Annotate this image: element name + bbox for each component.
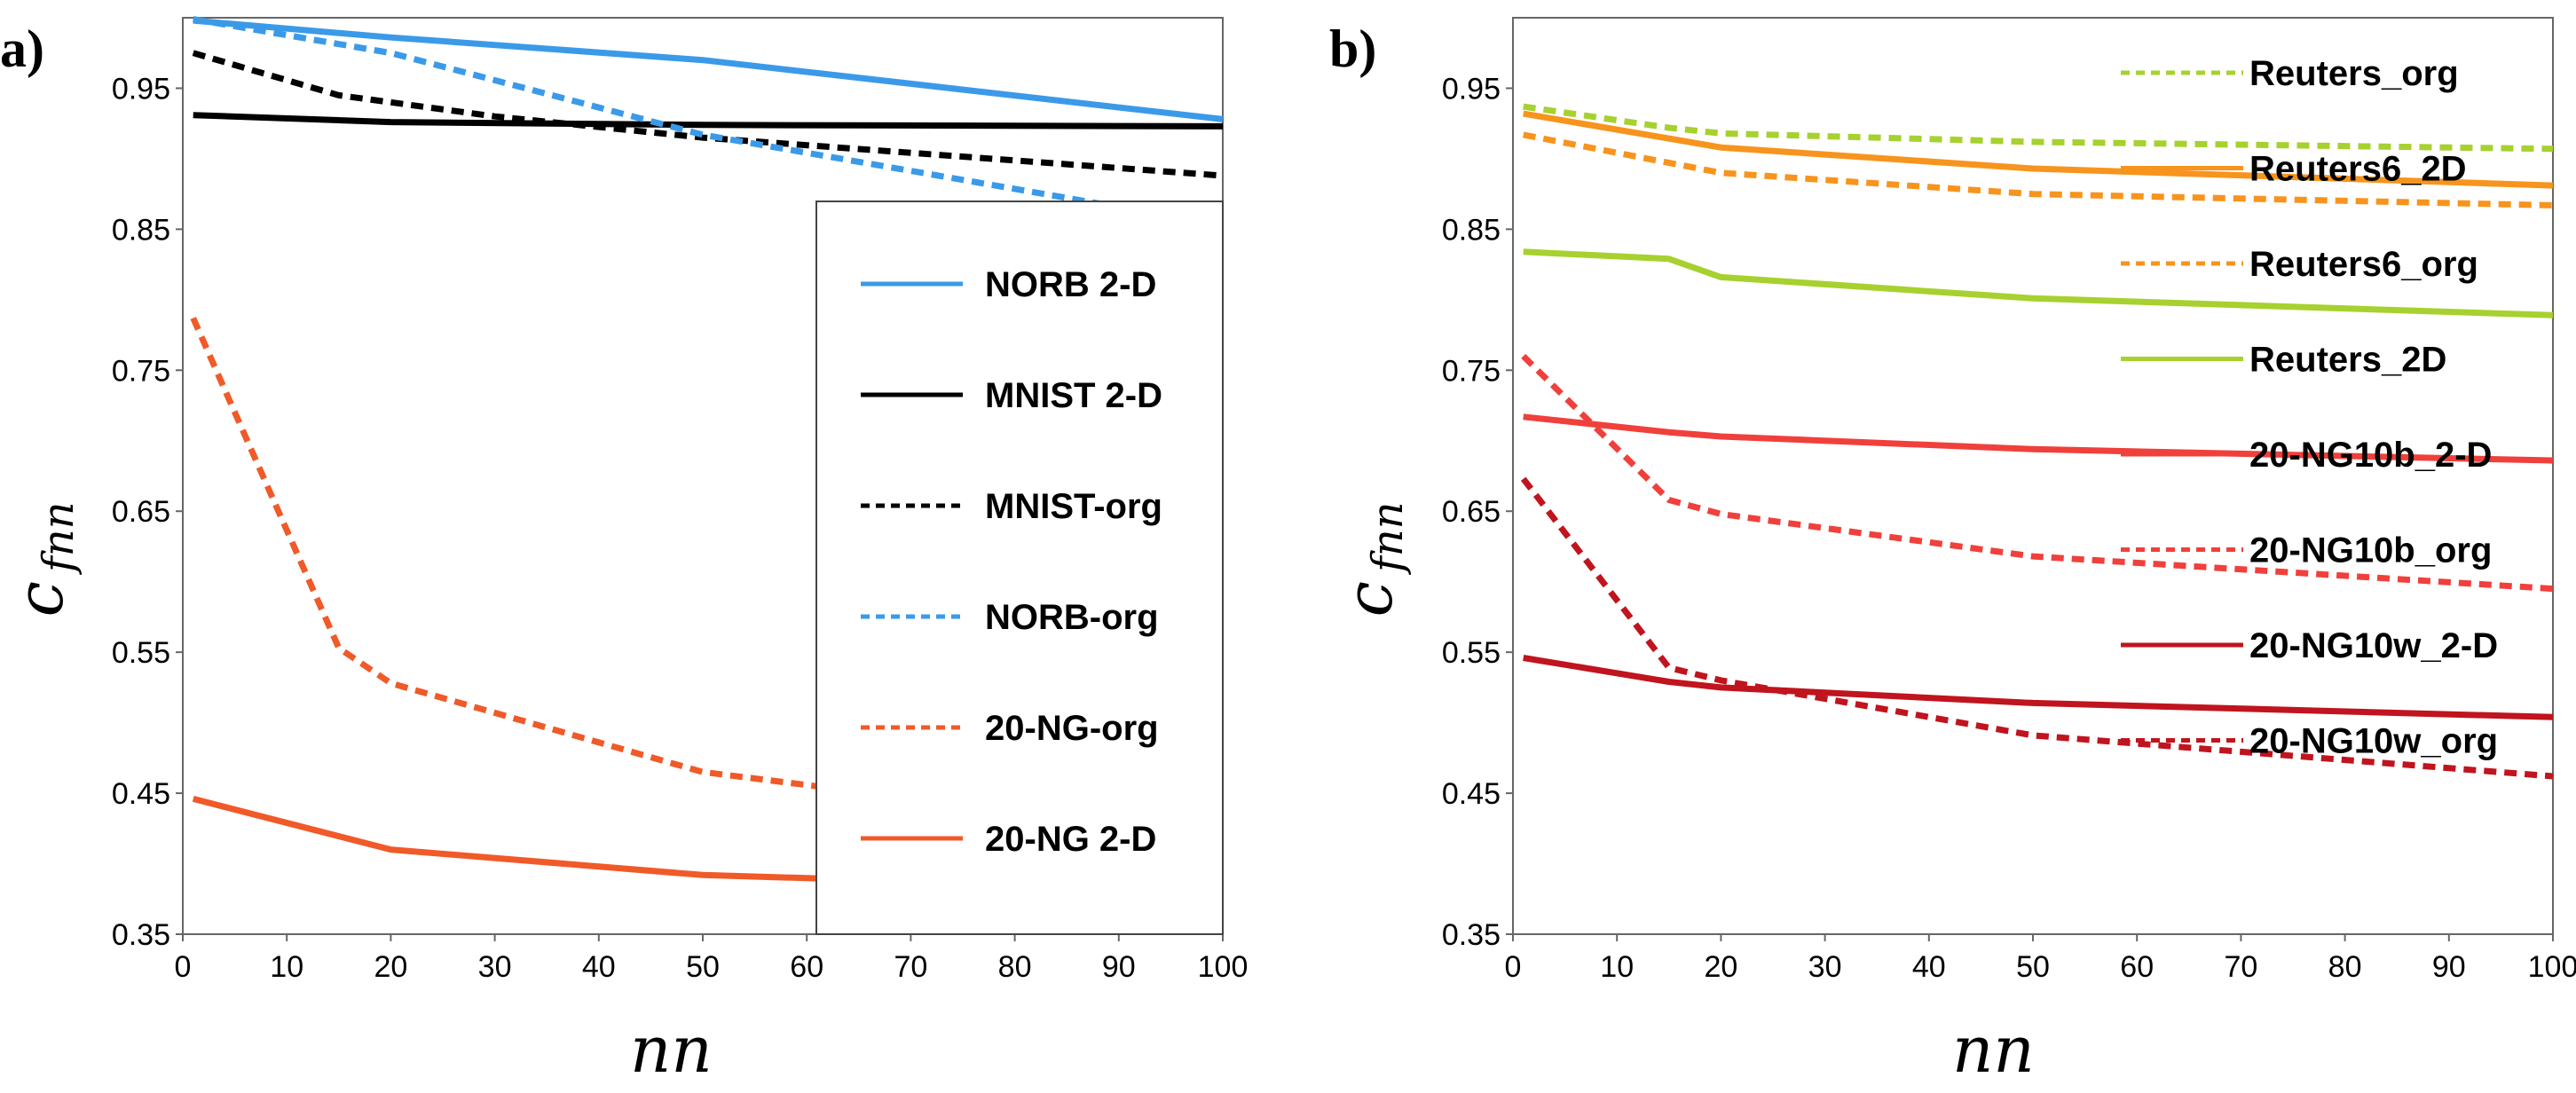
x-tick-label: 0: [1505, 950, 1522, 984]
y-tick-label: 0.85: [1442, 213, 1501, 247]
panel-a-y-axis-label-main: c: [3, 581, 77, 617]
y-tick-label: 0.75: [112, 354, 170, 388]
legend-entry-label: 20-NG10w_org: [2249, 722, 2498, 761]
panel-b-label: b): [1329, 20, 1376, 78]
x-tick-label: 60: [2120, 950, 2154, 984]
legend-entry-label: Reuters_org: [2249, 54, 2459, 93]
series-line-norb-2-d: [193, 17, 1224, 122]
y-tick-label: 0.95: [1442, 72, 1501, 106]
y-tick-label: 0.55: [1442, 636, 1501, 670]
x-tick-label: 90: [2432, 950, 2466, 984]
y-tick-label: 0.45: [112, 777, 170, 811]
panel-b-x-ticks: 0 10 20 30 40 50 60 70 80 90 100: [1505, 934, 2576, 984]
panel-b: b) 0.35 0.45 0.55 0.65 0.75 0.85 0.95 0 10 20 30 4…: [1329, 17, 2576, 1087]
panel-a-x-ticks: 0 10 20 30 40 50 60 70 80 90 100: [175, 934, 1249, 984]
x-tick-label: 50: [2016, 950, 2050, 984]
y-tick-label: 0.35: [112, 918, 170, 952]
series-line-reuters-org: [1523, 103, 2554, 153]
x-tick-label: 30: [1808, 950, 1842, 984]
x-tick-label: 40: [1912, 950, 1946, 984]
legend-entry-label: 20-NG10w_2-D: [2249, 626, 2498, 665]
panel-b-y-axis-label-main: c: [1332, 581, 1406, 617]
legend-entry-label: Reuters_2D: [2249, 341, 2446, 380]
panel-a-y-axis-label-sub: fnn: [34, 501, 83, 575]
series-line-20-ng10w-2-d: [1523, 655, 2554, 720]
legend-entry-label: 20-NG10b_org: [2249, 531, 2492, 570]
panel-b-y-axis-label-sub: fnn: [1363, 501, 1413, 575]
panel-b-legend: Reuters_org Reuters6_2D Reuters6_org Reuter…: [2121, 54, 2498, 761]
x-tick-label: 0: [175, 950, 192, 984]
series-line-reuters6-org: [1523, 131, 2554, 208]
x-tick-label: 10: [1600, 950, 1634, 984]
panel-a-label: a): [0, 20, 44, 78]
series-line-mnist-org: [192, 50, 1224, 179]
x-tick-label: 30: [478, 950, 512, 984]
legend-entry-label: Reuters6_2D: [2249, 150, 2467, 189]
legend-entry-label: NORB 2-D: [985, 265, 1156, 304]
panel-a: a) 0.35 0.45 0.55 0.65 0.75 0.85 0.95 0 10 20 30 4…: [0, 16, 1249, 1087]
y-tick-label: 0.65: [112, 495, 170, 529]
x-tick-label: 80: [998, 950, 1032, 984]
x-tick-label: 70: [2224, 950, 2257, 984]
x-tick-label: 20: [1704, 950, 1737, 984]
panel-b-y-ticks: 0.35 0.45 0.55 0.65 0.75 0.85 0.95: [1442, 72, 1513, 952]
y-tick-label: 0.95: [112, 72, 170, 106]
x-tick-label: 50: [686, 950, 720, 984]
series-line-reuters-2d: [1523, 248, 2554, 318]
y-tick-label: 0.65: [1442, 495, 1501, 529]
x-tick-label: 40: [582, 950, 616, 984]
panel-b-y-axis-label: c fnn: [1332, 501, 1413, 617]
legend-entry-label: MNIST 2-D: [985, 376, 1162, 415]
panel-a-legend-box: [815, 201, 1224, 935]
series-line-20-ng10b-org: [1521, 353, 2554, 593]
x-tick-label: 70: [894, 950, 927, 984]
panel-a-x-axis-label: nn: [630, 1012, 713, 1087]
series-line-mnist-2-d: [193, 112, 1224, 130]
legend-entry-label: Reuters6_org: [2249, 245, 2478, 284]
legend-entry-label: 20-NG 2-D: [985, 820, 1156, 859]
panel-a-y-axis-label: c fnn: [3, 501, 83, 617]
x-tick-label: 90: [1102, 950, 1136, 984]
legend-entry-label: 20-NG-org: [985, 709, 1159, 748]
y-tick-label: 0.85: [112, 213, 170, 247]
x-tick-label: 100: [1198, 950, 1249, 984]
panel-a-y-ticks: 0.35 0.45 0.55 0.65 0.75 0.85 0.95: [112, 72, 183, 952]
series-line-norb-org: [193, 16, 1224, 229]
x-tick-label: 80: [2328, 950, 2362, 984]
y-tick-label: 0.75: [1442, 354, 1501, 388]
x-tick-label: 60: [790, 950, 823, 984]
y-tick-label: 0.55: [112, 636, 170, 670]
panel-b-x-axis-label: nn: [1952, 1012, 2035, 1087]
series-line-20-ng10w-org: [1520, 476, 2554, 780]
y-tick-label: 0.35: [1442, 918, 1501, 952]
x-tick-label: 10: [270, 950, 303, 984]
legend-entry-label: MNIST-org: [985, 487, 1162, 526]
panel-a-legend: NORB 2-D MNIST 2-D MNIST-org NORB-org 20-NG-…: [861, 265, 1162, 859]
legend-entry-label: NORB-org: [985, 598, 1159, 637]
x-tick-label: 20: [374, 950, 407, 984]
series-line-reuters6-2d: [1523, 110, 2554, 189]
y-tick-label: 0.45: [1442, 777, 1501, 811]
x-tick-label: 100: [2528, 950, 2576, 984]
legend-entry-label: 20-NG10b_2-D: [2249, 436, 2492, 475]
panel-b-series: [1520, 103, 2554, 780]
